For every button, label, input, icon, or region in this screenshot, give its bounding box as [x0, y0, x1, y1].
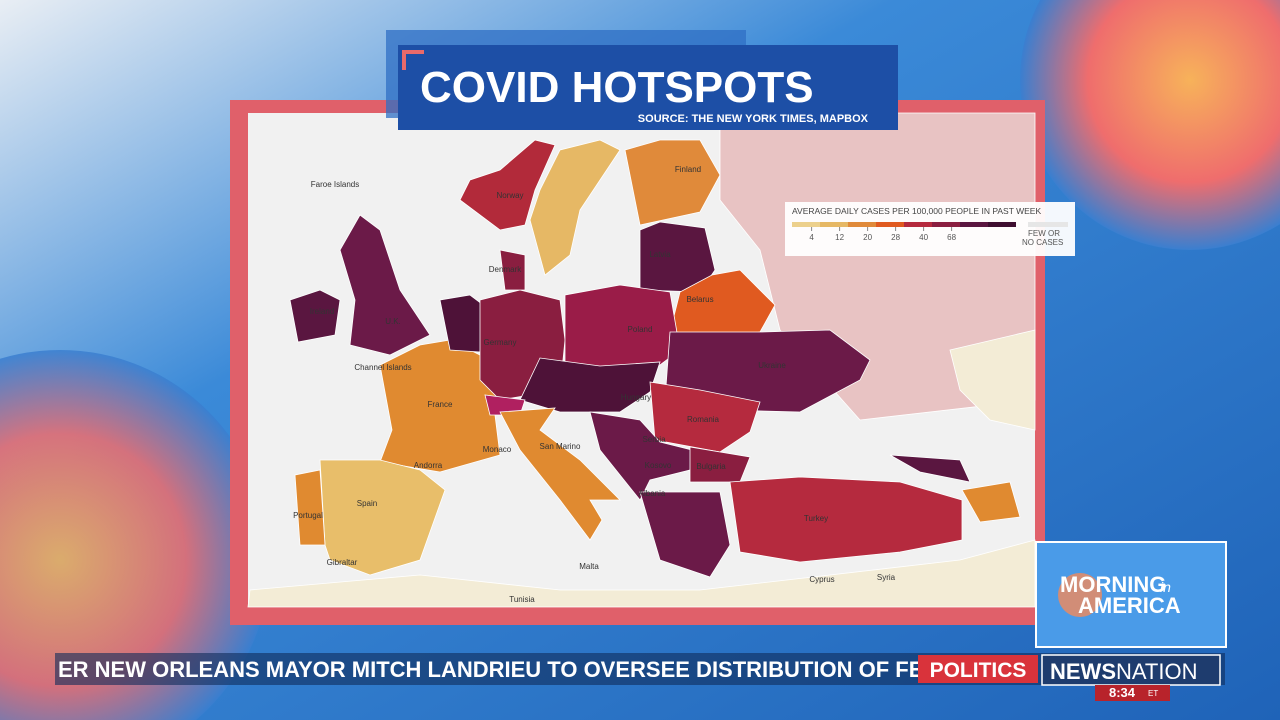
country — [529, 139, 621, 276]
ticker: ER NEW ORLEANS MAYOR MITCH LANDRIEU TO O… — [55, 653, 1225, 701]
country-label: Finland — [675, 165, 701, 174]
logo-text: AMERICA — [1078, 593, 1181, 618]
country — [519, 357, 661, 413]
map-shapes — [247, 112, 1036, 608]
legend-swatch — [1028, 222, 1068, 227]
country-label: Malta — [579, 562, 599, 571]
legend-swatch — [960, 222, 988, 227]
country — [949, 329, 1036, 431]
country-label: Kosovo — [645, 461, 672, 470]
country — [729, 476, 963, 563]
legend: AVERAGE DAILY CASES PER 100,000 PEOPLE I… — [785, 202, 1075, 256]
legend-tick-label: 12 — [835, 233, 844, 242]
country-label: Denmark — [489, 265, 522, 274]
country-label: Norway — [496, 191, 523, 200]
country-label: Channel Islands — [354, 363, 411, 372]
country — [889, 454, 971, 483]
legend-swatch — [904, 222, 932, 227]
legend-swatch — [876, 222, 904, 227]
country-label: Portugal — [293, 511, 323, 520]
country-label: Andorra — [414, 461, 443, 470]
country — [624, 139, 721, 226]
header-box — [398, 45, 898, 130]
country-label: Albania — [639, 489, 666, 498]
country-label: Serbia — [642, 435, 666, 444]
legend-box — [785, 202, 1075, 256]
legend-swatch — [932, 222, 960, 227]
country — [319, 459, 446, 576]
time-zone: ET — [1148, 689, 1158, 698]
legend-tick-label: 4 — [809, 233, 814, 242]
legend-swatch — [792, 222, 820, 227]
network-part: NATION — [1116, 659, 1197, 684]
legend-label: FEW OR — [1028, 229, 1060, 238]
country — [459, 139, 556, 231]
country-label: Latvia — [649, 250, 671, 259]
country-label: Gibraltar — [327, 558, 358, 567]
map-labels: Faroe Islands Norway Finland Denmark Latvia B… — [293, 165, 896, 604]
country-label: Tunisia — [509, 595, 535, 604]
legend-tick-label: 40 — [919, 233, 928, 242]
country-label: Ukraine — [758, 361, 786, 370]
country-label: Cyprus — [809, 575, 834, 584]
decor-orb — [0, 350, 270, 720]
legend-tick-label: 68 — [947, 233, 956, 242]
country — [294, 469, 326, 546]
headline: ER NEW ORLEANS MAYOR MITCH LANDRIEU TO O… — [58, 657, 986, 682]
section: POLITICS — [930, 659, 1027, 682]
country-label: Germany — [484, 338, 517, 347]
show-logo: MORNING in AMERICA — [1035, 541, 1227, 648]
logo-decor — [1058, 573, 1102, 617]
legend-scale: 4 12 20 28 40 68 — [792, 222, 1016, 242]
country — [339, 214, 431, 356]
country-label: Bulgaria — [696, 462, 726, 471]
country-label: Spain — [357, 499, 377, 508]
country — [247, 539, 1036, 608]
decor-orb — [1020, 0, 1280, 250]
legend-swatch — [988, 222, 1016, 227]
country-label: Hungary — [621, 393, 651, 402]
header-bracket — [402, 50, 424, 70]
country-label: Monaco — [483, 445, 512, 454]
source: SOURCE: THE NEW YORK TIMES, MAPBOX — [638, 113, 869, 125]
time-box — [1095, 685, 1170, 701]
country-label: U.K. — [385, 317, 401, 326]
title: COVID HOTSPOTS — [420, 63, 814, 112]
logo-text: in — [1160, 579, 1171, 595]
country-label: San Marino — [540, 442, 581, 451]
network-part: NEWS — [1050, 659, 1116, 684]
legend-tick-label: 20 — [863, 233, 872, 242]
country — [289, 289, 341, 343]
network: NEWSNATION — [1050, 659, 1197, 684]
country-label: Faroe Islands — [311, 180, 359, 189]
legend-title: AVERAGE DAILY CASES PER 100,000 PEOPLE I… — [792, 206, 1041, 216]
country-label: Turkey — [804, 514, 828, 523]
country-label: Romania — [687, 415, 720, 424]
country — [499, 407, 621, 541]
legend-label: NO CASES — [1022, 238, 1063, 247]
legend-swatch — [848, 222, 876, 227]
header: COVID HOTSPOTS SOURCE: THE NEW YORK TIME… — [386, 30, 898, 130]
country-label: Poland — [628, 325, 653, 334]
country-label: Ireland — [310, 307, 334, 316]
time: 8:34 — [1109, 685, 1136, 700]
legend-swatch — [820, 222, 848, 227]
country — [639, 491, 731, 578]
logo-text: MORNING — [1060, 572, 1166, 597]
section-badge — [918, 655, 1038, 683]
country — [961, 481, 1021, 523]
country-label: Belarus — [686, 295, 713, 304]
country-label: Syria — [877, 573, 896, 582]
country — [499, 249, 526, 291]
legend-tick-label: 28 — [891, 233, 900, 242]
country-label: France — [428, 400, 453, 409]
